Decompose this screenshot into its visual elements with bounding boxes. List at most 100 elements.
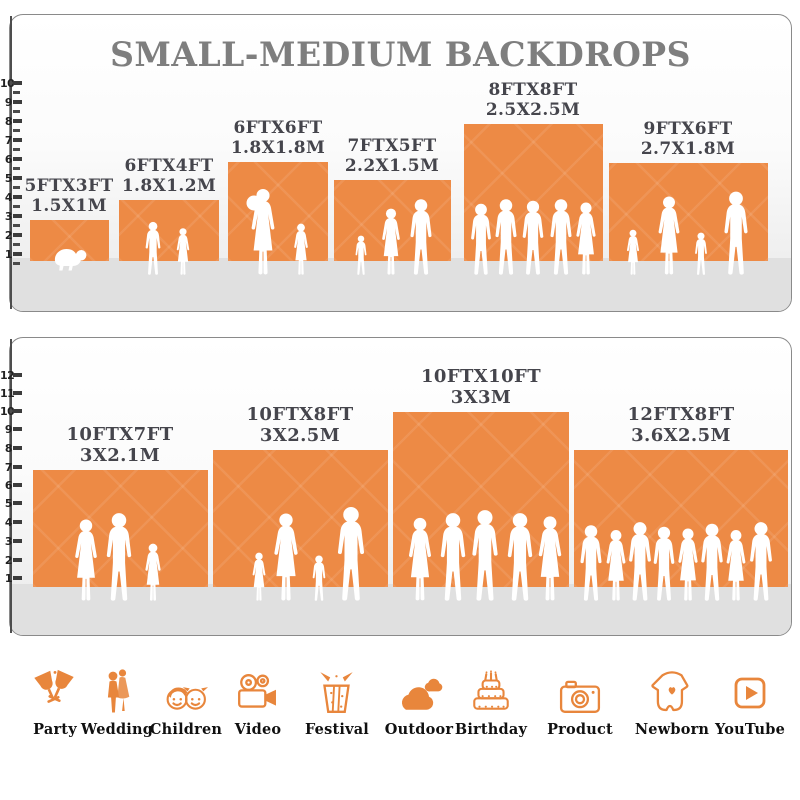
ruler-tick: 7 [0, 460, 22, 474]
size-m: 3X2.5M [259, 425, 341, 447]
ruler-tick: 10 [0, 404, 22, 418]
ruler-number: 1 [4, 247, 13, 261]
backdrop-label: 6FTX4FT 1.8X1.2M [99, 156, 239, 196]
people-silhouette-crowd-eight [580, 522, 772, 601]
backdrop-6ftx4ft [119, 200, 219, 275]
backdrop-label: 10FTX7FT 3X2.1M [40, 424, 200, 466]
ruler-tick: 2 [0, 228, 22, 246]
tick-mark [13, 214, 22, 218]
backdrop-label: 10FTX10FT 3X3M [401, 366, 561, 408]
backdrop-10ftx10ft [393, 412, 569, 601]
ruler-tick: 7 [0, 133, 22, 151]
size-ft: 9FTX6FT [643, 119, 733, 139]
people-silhouette-family-four [626, 191, 748, 275]
minor-tick-mark [13, 262, 20, 265]
size-ft: 6FTX6FT [233, 118, 323, 138]
ruler-number: 6 [4, 478, 13, 492]
minor-tick-mark [13, 224, 20, 227]
ruler-tick: 5 [0, 496, 22, 510]
ruler-number: 5 [4, 171, 13, 185]
backdrop-label: 8FTX8FT 2.5X2.5M [463, 80, 603, 120]
tick-mark [13, 520, 22, 524]
size-ft: 10FTX7FT [66, 424, 174, 445]
ruler-number: 3 [4, 534, 13, 548]
ruler-number: 2 [4, 553, 13, 567]
ruler-tick: 3 [0, 534, 22, 548]
backdrop-8ftx8ft [464, 124, 603, 275]
size-ft: 10FTX10FT [420, 366, 541, 387]
backdrop-12ftx8ft [574, 450, 788, 601]
ruler-number: 7 [4, 460, 13, 474]
minor-tick-mark [13, 129, 20, 132]
birthday-icon [473, 670, 509, 710]
product-icon [559, 680, 601, 713]
ruler-tick: 4 [0, 191, 22, 208]
category-label: Children [149, 721, 223, 738]
ruler-number: 5 [4, 496, 13, 510]
category-label: Product [547, 721, 613, 738]
ruler-tick: 8 [0, 441, 22, 455]
size-m: 3.6X2.5M [631, 425, 731, 447]
tick-mark [13, 558, 22, 562]
ruler-number: 7 [4, 133, 13, 147]
minor-tick-mark [13, 91, 20, 94]
backdrop-9ftx6ft [609, 163, 768, 275]
ruler-tick: 9 [0, 96, 22, 113]
children-icon [166, 687, 209, 710]
tick-mark [13, 501, 22, 505]
people-silhouette-group-five [408, 510, 562, 601]
size-ft: 8FTX8FT [488, 80, 578, 100]
minor-tick-mark [13, 243, 20, 246]
category-label: Outdoor [384, 721, 454, 738]
people-silhouette-baby [54, 249, 87, 271]
newborn-icon [651, 671, 689, 712]
backdrop-7ftx5ft [334, 180, 451, 275]
backdrop-label: 9FTX6FT 2.7X1.8M [618, 119, 758, 159]
ruler-number: 12 [0, 368, 15, 382]
size-m: 2.2X1.5M [344, 156, 440, 177]
size-m: 1.8X1.8M [230, 138, 326, 159]
tick-mark [13, 446, 22, 450]
ruler-number: 3 [4, 209, 13, 223]
tick-mark [13, 119, 22, 123]
panel-small-medium: SMALL-MEDIUM BACKDROPS 5FTX3FT 1.5X1M 6F… [9, 14, 792, 312]
tick-mark [13, 576, 22, 580]
ruler-number: 1 [4, 571, 13, 585]
ruler-number: 10 [0, 76, 15, 90]
people-silhouette-family-three [75, 513, 161, 601]
tick-mark [13, 81, 22, 85]
festival-icon [320, 672, 353, 713]
ruler-tick: 5 [0, 171, 22, 189]
floor-strip [10, 258, 791, 311]
category-birthday: Birthday [453, 660, 529, 738]
ruler-tick: 10 [0, 76, 22, 94]
backdrop-6ftx6ft [228, 162, 328, 275]
tick-mark [13, 195, 22, 199]
tick-mark [13, 100, 22, 104]
category-newborn: Newborn [634, 660, 710, 738]
size-m: 3X3M [450, 387, 512, 409]
size-ft: 12FTX8FT [627, 404, 735, 425]
video-icon [238, 674, 276, 708]
people-silhouette-mother-child [246, 188, 308, 275]
ruler-number: 10 [0, 404, 15, 418]
minor-tick-mark [13, 167, 20, 170]
ruler-tick: 9 [0, 423, 22, 436]
tick-mark [13, 138, 22, 142]
backdrop-label: 6FTX6FT 1.8X1.8M [208, 118, 348, 158]
category-wedding: Wedding [79, 660, 155, 738]
ruler-number: 6 [4, 152, 13, 166]
size-m: 3X2.1M [79, 445, 161, 467]
tick-mark [13, 539, 22, 543]
category-label: Party [33, 721, 77, 738]
ruler-tick: 2 [0, 553, 22, 567]
category-product: Product [542, 660, 618, 738]
ruler-number: 2 [4, 228, 13, 242]
category-outdoor: Outdoor [381, 660, 457, 738]
outdoor-icon [401, 678, 443, 710]
ruler-number: 8 [4, 114, 13, 128]
ruler-axis-top [10, 16, 12, 309]
ruler-tick: 12 [0, 368, 22, 382]
ruler-tick: 6 [0, 478, 22, 492]
ruler-number: 8 [4, 441, 13, 455]
